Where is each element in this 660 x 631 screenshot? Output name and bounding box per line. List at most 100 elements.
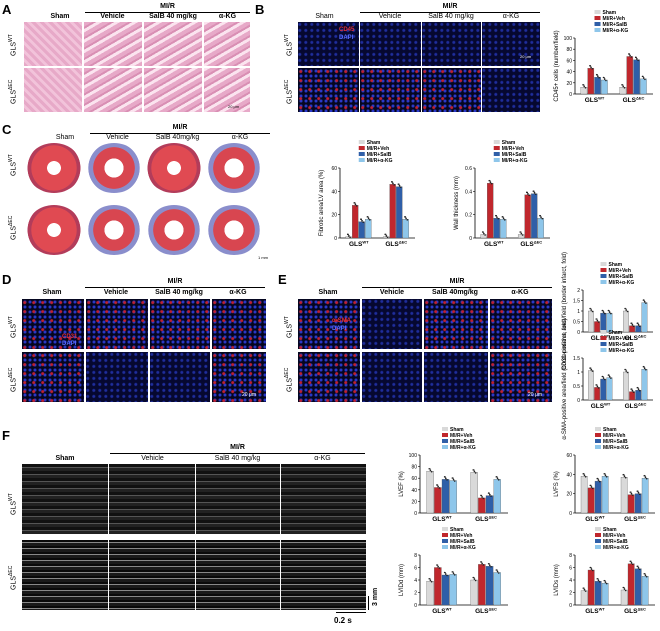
lvidd-y-tick-label: 6: [414, 566, 417, 572]
fibrotic-bar-mirsalb: [396, 186, 403, 239]
cd45-y-tick-label: 20: [566, 81, 572, 87]
cd31-legend-swatch: [600, 280, 607, 284]
lvef-data-point: [482, 497, 485, 500]
cd31-ylabel: CD31-positive area/field (border infarct…: [562, 252, 568, 370]
sma-y-tick-label: 0: [577, 398, 580, 404]
lvef-data-point: [473, 470, 476, 473]
wall-bar-mirveh: [524, 194, 531, 239]
lvidd-data-point: [437, 565, 439, 568]
lvids-bar-mirveh: [627, 563, 635, 606]
lvidd-ylabel: LVIDd (mm): [399, 564, 405, 596]
fibrotic-data-point: [385, 235, 388, 237]
fibrotic-data-point: [349, 236, 351, 239]
lvef-data-point: [446, 479, 448, 481]
masson-heart-sham-wt: [26, 143, 82, 193]
cd45-image-veh-ec: [360, 68, 421, 112]
cd45-image-sham-ec: [298, 68, 359, 112]
panel-e-mir: MI/R: [449, 278, 465, 285]
cd45-y-tick-label: 40: [566, 70, 572, 76]
lvfs-y-tick-label: 60: [566, 453, 572, 459]
cd45-bar-mirsalb: [594, 77, 601, 95]
sma-legend-swatch: [600, 342, 607, 346]
wall-data-point: [521, 234, 524, 236]
cd45-legend-swatch: [594, 22, 601, 26]
cd31-data-point: [610, 312, 612, 315]
lvfs-bar-sham: [580, 476, 588, 514]
lvef-y-tick-label: 0: [414, 511, 417, 517]
lvfs-ylabel: LVFS (%): [554, 471, 560, 497]
cd45-data-point: [621, 83, 623, 86]
cd31-data-point: [643, 300, 646, 303]
lvfs-data-point: [598, 480, 601, 483]
lvids-data-point: [589, 566, 592, 569]
panel-d-sham: Sham: [42, 289, 62, 296]
fibrotic-data-point: [355, 205, 358, 207]
he-image-veh-wt: [84, 22, 142, 66]
lvids-data-point: [596, 577, 599, 580]
lvfs-y-tick-label: 40: [566, 472, 572, 478]
fibrotic-data-point: [353, 202, 356, 204]
cd45-image-akg-wt: [482, 22, 540, 66]
lvfs-data-point: [591, 487, 594, 490]
cd45-legend-swatch: [594, 28, 601, 32]
fibrotic-data-point: [384, 233, 387, 236]
lvids-y-tick-label: 8: [569, 553, 572, 559]
lvef-bar-mirveh: [478, 497, 486, 514]
cd31-category-label: GLSWT: [591, 334, 611, 343]
wall-legend-label: MI/R+Veh: [502, 146, 524, 152]
lvef-data-point: [472, 469, 475, 471]
echo-trace-ec: [22, 540, 366, 610]
cd31-legend-label: MI/R+SalB: [609, 274, 634, 280]
sma-data-point: [601, 375, 604, 378]
lvef-bar-mirveh: [434, 487, 442, 514]
wall-bar-mirveh: [487, 183, 494, 239]
sma-legend-label: MI/R+α-KG: [609, 348, 635, 354]
cd31-data-point: [645, 302, 647, 304]
panel-b-vehicle: Vehicle: [378, 13, 402, 20]
panel-b-stain1: CD45: [339, 27, 355, 33]
lvfs-data-point: [631, 494, 634, 496]
sma-y-tick-label: 0.5: [573, 384, 580, 390]
sma-data-point: [603, 378, 606, 381]
lvids-data-point: [645, 575, 648, 578]
panel-f-mir: MI/R: [230, 444, 245, 451]
lvidd-data-point: [453, 574, 456, 576]
wall-bar-mirkg: [537, 218, 544, 239]
wall-data-point: [495, 214, 497, 217]
cd45-bar-mirveh: [626, 56, 634, 95]
lvidd-legend-label: MI/R+SalB: [450, 539, 475, 545]
lvidd-data-point: [480, 561, 482, 563]
panel-a-vehicle: Vehicle: [100, 13, 125, 20]
masson-heart-akg-ec: [206, 205, 262, 255]
lvids-data-point: [623, 588, 626, 590]
cd31-y-tick-label: 0: [577, 330, 580, 336]
cd45-data-point: [602, 76, 605, 79]
panel-c-scale: 1 mm: [258, 255, 268, 260]
lvef-y-tick-label: 20: [411, 499, 417, 505]
fibrotic-data-point: [399, 186, 402, 188]
cd31-image-sham-wt: [22, 299, 84, 349]
sma-bar-mirkg: [606, 377, 613, 401]
fibrotic-data-point: [346, 233, 349, 236]
lvids-data-point: [637, 566, 640, 569]
lvids-data-point: [591, 569, 594, 572]
cd31-legend-swatch: [600, 274, 607, 278]
wall-data-point: [540, 216, 542, 218]
cd31-image-salb-ec: [150, 352, 210, 402]
cd31-data-point: [631, 323, 634, 326]
sma-data-point: [596, 385, 599, 388]
lvfs-bar-mirkg: [641, 478, 649, 514]
fibrotic-data-point: [348, 235, 350, 237]
cd45-data-point: [605, 79, 607, 82]
lvids-category-label: GLSWT: [585, 607, 605, 616]
fibrotic-legend-swatch: [358, 152, 365, 156]
fibrotic-data-point: [390, 181, 393, 183]
lvids-category-label: GLSΔEC: [624, 607, 646, 616]
fibrotic-bar-mirkg: [365, 219, 372, 239]
cd45-data-point: [636, 58, 638, 60]
wall-data-point: [532, 190, 535, 192]
lvidd-data-point: [489, 564, 491, 567]
cd31-data-point: [630, 322, 633, 325]
lvids-bar-mirsalb: [634, 568, 642, 606]
